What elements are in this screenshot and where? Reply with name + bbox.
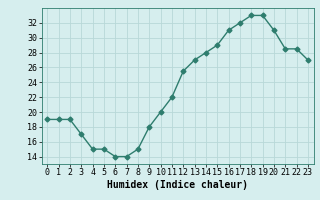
X-axis label: Humidex (Indice chaleur): Humidex (Indice chaleur) [107, 180, 248, 190]
